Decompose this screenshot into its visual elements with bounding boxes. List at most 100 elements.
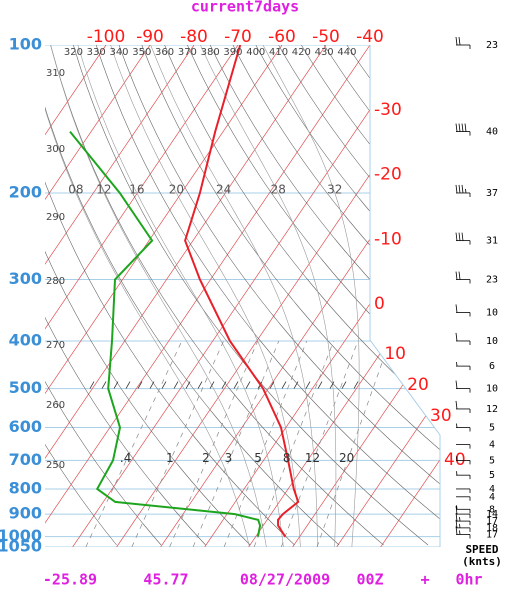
barb-tick xyxy=(460,524,461,528)
hatch xyxy=(174,382,178,389)
dry-adiabat-label: 270 xyxy=(46,340,65,351)
wind-speed-label: 23 xyxy=(486,275,498,286)
speed-units: (knts) xyxy=(462,555,502,568)
hatch xyxy=(318,382,322,389)
forecast-hour: 0hr xyxy=(455,571,482,589)
dry-adiabat xyxy=(347,45,506,545)
wind-barb xyxy=(456,513,470,525)
dry-adiabat-label: 260 xyxy=(46,400,65,411)
wind-barb xyxy=(456,520,470,532)
wind-barb xyxy=(456,185,470,197)
labels: 10020030040050060070080090010001050-100-… xyxy=(0,27,498,556)
moist-adiabat-label: 08 xyxy=(68,183,83,197)
wind-speed-label: 6 xyxy=(489,361,495,372)
wind-barb xyxy=(456,471,470,479)
wind-barb xyxy=(456,505,470,513)
isotherm-label: -50 xyxy=(312,27,340,47)
pressure-label: 600 xyxy=(9,417,42,436)
pressure-label: 300 xyxy=(9,269,42,288)
hatch xyxy=(306,382,310,389)
dry-adiabat-label: 290 xyxy=(46,212,65,223)
isotherm-label: 20 xyxy=(407,375,429,395)
wind-speed-label: 5 xyxy=(489,470,495,481)
moist-adiabat xyxy=(51,45,267,547)
isotherm-label: -80 xyxy=(180,27,208,47)
isotherm xyxy=(117,45,458,547)
hatch xyxy=(186,382,190,389)
dry-adiabat-label: 300 xyxy=(46,144,65,155)
isotherm xyxy=(337,45,506,547)
dry-adiabat xyxy=(142,45,506,545)
isotherm xyxy=(73,45,414,547)
isotherm xyxy=(381,45,506,547)
wind-barb xyxy=(456,304,470,316)
barb-tick xyxy=(460,517,461,521)
moist-adiabat xyxy=(28,45,250,547)
hatch xyxy=(126,382,130,389)
barb-tick xyxy=(459,233,460,241)
wind-speed-label: 5 xyxy=(489,423,495,434)
wind-barb xyxy=(456,381,470,393)
wind-barb xyxy=(456,333,470,345)
dry-adiabat xyxy=(0,45,161,545)
wind-barb xyxy=(456,445,470,449)
isotherm-label: -100 xyxy=(87,27,126,47)
latitude: -25.89 xyxy=(43,571,97,589)
moist-adiabat-label: 28 xyxy=(271,183,286,197)
dry-adiabat-label: 380 xyxy=(201,47,220,58)
isotherm xyxy=(0,45,194,547)
dry-adiabat-label: 310 xyxy=(46,68,65,79)
wind-barb xyxy=(456,506,470,518)
wind-speed-label: 10 xyxy=(486,307,498,318)
pressure-label: 1050 xyxy=(0,537,42,556)
mixing-ratio-label: 5 xyxy=(254,451,262,465)
isotherm-label: -90 xyxy=(136,27,164,47)
dry-adiabat-label: 440 xyxy=(337,47,356,58)
barb-tick xyxy=(466,189,467,193)
isotherm-label: -10 xyxy=(374,230,402,250)
isotherm-label: -70 xyxy=(224,27,252,47)
mixing-ratio-label: 12 xyxy=(305,451,320,465)
wind-barb xyxy=(456,497,470,501)
wind-speed-label: 4 xyxy=(489,492,495,503)
longitude: 45.77 xyxy=(143,571,188,589)
isotherm xyxy=(205,45,506,547)
isotherm-label: 0 xyxy=(374,294,385,314)
chart-title: current7days xyxy=(191,0,299,16)
mixing-ratio-line xyxy=(86,341,182,547)
wind-barb xyxy=(456,37,470,49)
dry-adiabat xyxy=(28,45,339,545)
mixing-ratio-label: 1 xyxy=(166,451,174,465)
barb-tick xyxy=(456,37,457,45)
pressure-label: 200 xyxy=(9,182,42,201)
wind-speed-label: 37 xyxy=(486,188,498,199)
plus-sign: + xyxy=(420,571,429,589)
barb-tick xyxy=(459,37,460,45)
hatch xyxy=(246,382,250,389)
wind-barb xyxy=(456,362,470,370)
dry-adiabat xyxy=(279,45,506,545)
dry-adiabat-label: 400 xyxy=(246,47,265,58)
isotherm xyxy=(0,45,238,547)
hatch xyxy=(114,382,118,389)
isotherm-label: -40 xyxy=(356,27,384,47)
barb-tick xyxy=(459,272,460,280)
pressure-label: 100 xyxy=(9,35,42,54)
pressure-label: 400 xyxy=(9,330,42,349)
wind-speed-label: 12 xyxy=(486,404,498,415)
mixing-ratio-label: .4 xyxy=(120,451,131,465)
dry-adiabat xyxy=(119,45,506,545)
mixing-ratio-label: 2 xyxy=(202,451,210,465)
moist-adiabat xyxy=(200,45,336,547)
moist-adiabat xyxy=(78,45,284,547)
isotherm xyxy=(161,45,502,547)
barb-tick xyxy=(456,233,457,241)
barb-tick xyxy=(460,530,461,534)
barb-tick xyxy=(462,124,463,132)
pressure-label: 800 xyxy=(9,478,42,497)
barb-tick xyxy=(457,471,458,475)
barb-tick xyxy=(459,185,460,193)
isotherm-label: 30 xyxy=(430,406,452,426)
wind-speed-label: 10 xyxy=(486,336,498,347)
